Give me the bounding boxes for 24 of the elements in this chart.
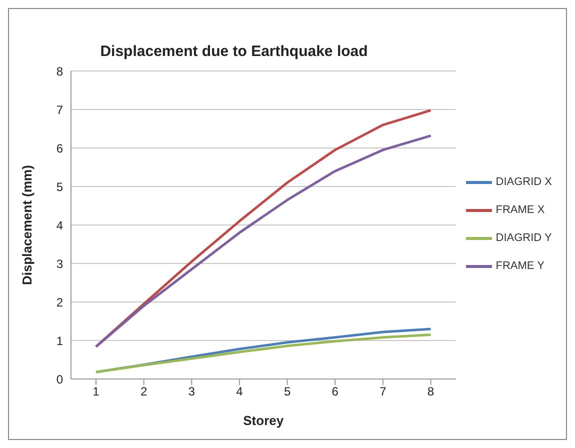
legend-label: DIAGRID X <box>496 176 552 188</box>
y-axis-title: Displacement (mm) <box>20 165 35 285</box>
y-tick-label: 6 <box>56 141 64 156</box>
y-tick-label: 0 <box>56 372 64 386</box>
y-tick-label: 8 <box>56 64 64 78</box>
y-tick-label: 1 <box>56 334 64 348</box>
y-tick-label: 2 <box>56 295 64 310</box>
x-tick-label: 4 <box>236 384 244 399</box>
legend-label: DIAGRID Y <box>496 232 552 244</box>
x-tick-label: 6 <box>332 384 339 399</box>
x-tick-label: 2 <box>140 384 148 399</box>
chart-title: Displacement due to Earthquake load <box>99 43 369 60</box>
x-axis-title: Storey <box>243 413 284 428</box>
x-tick-label: 5 <box>284 384 291 399</box>
x-tick-label: 7 <box>380 384 387 399</box>
x-tick-label: 8 <box>427 384 434 399</box>
x-tick-label: 3 <box>188 384 196 399</box>
y-tick-label: 5 <box>56 180 64 194</box>
y-tick-label: 7 <box>56 102 64 117</box>
x-tick-label: 1 <box>92 384 100 399</box>
y-tick-label: 3 <box>56 256 64 271</box>
y-tick-label: 4 <box>56 218 64 232</box>
legend-label: FRAME Y <box>496 260 544 272</box>
legend-label: FRAME X <box>496 204 545 216</box>
